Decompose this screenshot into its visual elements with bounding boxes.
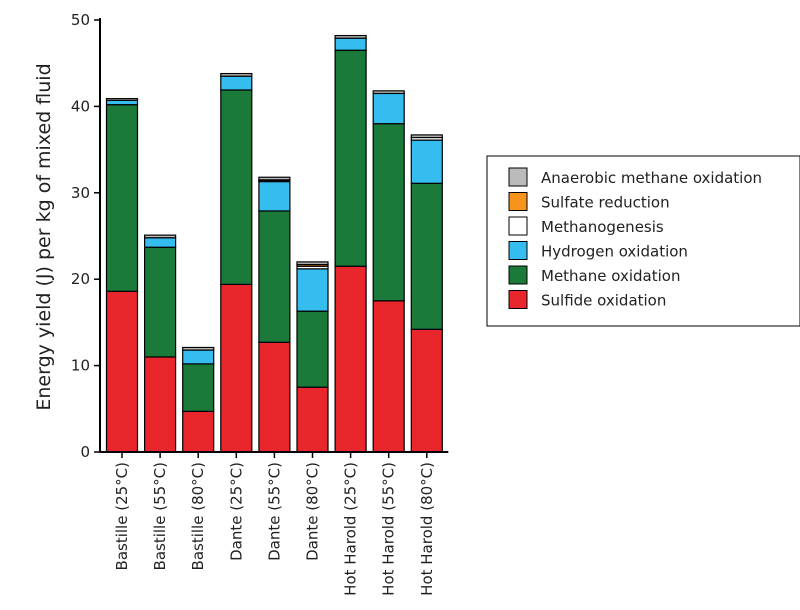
bar-hydrogen-oxidation-bastille-80-c <box>182 349 215 365</box>
bar-hydrogen-oxidation-dante-25-c <box>220 75 253 91</box>
bar-methane-oxidation-dante-80-c <box>296 310 329 388</box>
legend-label-methanogenesis: Methanogenesis <box>541 218 664 236</box>
y-tick-label: 0 <box>80 443 90 461</box>
bar-sulfide-oxidation-hot-harold-55-c <box>372 300 405 453</box>
bar-methane-oxidation-bastille-80-c <box>182 363 215 412</box>
x-tick-label: Bastille (25°C) <box>113 462 131 570</box>
bar-hydrogen-oxidation-bastille-25-c <box>105 99 139 106</box>
bar-sulfide-oxidation-bastille-80-c <box>182 410 215 453</box>
bar-hydrogen-oxidation-hot-harold-80-c <box>410 139 443 184</box>
bar-anaerobic-methane-oxidation-bastille-80-c <box>182 346 215 351</box>
bar-hydrogen-oxidation-hot-harold-55-c <box>372 92 405 125</box>
bar-methane-oxidation-bastille-55-c <box>144 246 177 358</box>
bars-group <box>105 34 443 453</box>
bar-sulfide-oxidation-dante-80-c <box>296 386 329 453</box>
legend: Anaerobic methane oxidation Sulfate reduc… <box>486 155 800 327</box>
x-tick-label: Bastille (55°C) <box>151 462 169 570</box>
legend-swatch-sulfate-reduction <box>508 192 528 211</box>
legend-swatch-anaerobic-methane-oxidation <box>508 167 528 187</box>
legend-swatch-sulfide-oxidation <box>508 290 528 309</box>
bar-methane-oxidation-dante-55-c <box>258 210 291 343</box>
bar-anaerobic-methane-oxidation-dante-25-c <box>220 72 253 77</box>
bar-sulfide-oxidation-dante-25-c <box>220 283 253 453</box>
x-tick-label: Dante (55°C) <box>265 462 283 561</box>
bar-sulfide-oxidation-bastille-25-c <box>105 290 139 453</box>
bar-sulfide-oxidation-dante-55-c <box>258 341 291 453</box>
bar-methane-oxidation-hot-harold-55-c <box>372 123 405 302</box>
bar-hydrogen-oxidation-dante-80-c <box>296 268 329 312</box>
bar-sulfide-oxidation-bastille-55-c <box>144 356 177 453</box>
bar-anaerobic-methane-oxidation-bastille-25-c <box>105 98 139 101</box>
bar-anaerobic-methane-oxidation-hot-harold-55-c <box>372 90 405 95</box>
y-tick-label: 30 <box>71 184 90 202</box>
legend-swatch-methanogenesis <box>508 216 528 236</box>
legend-swatch-hydrogen-oxidation <box>508 241 528 260</box>
legend-label-sulfate-reduction: Sulfate reduction <box>541 194 670 212</box>
legend-label-anaerobic-methane-oxidation: Anaerobic methane oxidation <box>541 169 762 187</box>
legend-label-sulfide-oxidation: Sulfide oxidation <box>541 292 666 310</box>
x-tick-label: Hot Harold (25°C) <box>342 462 360 596</box>
bar-methane-oxidation-hot-harold-25-c <box>334 49 367 267</box>
bar-hydrogen-oxidation-bastille-55-c <box>144 237 177 248</box>
axes-group: Bastille (25°C) Bastille (55°C) Bastille (… <box>71 11 449 596</box>
bar-anaerobic-methane-oxidation-dante-55-c <box>258 176 291 181</box>
x-tick-label: Hot Harold (55°C) <box>380 462 398 596</box>
y-tick-label: 20 <box>71 270 90 288</box>
y-axis-title: Energy yield (J) per kg of mixed fluid <box>33 63 55 410</box>
bar-methane-oxidation-hot-harold-80-c <box>410 182 443 330</box>
x-tick-label: Bastille (80°C) <box>189 462 207 570</box>
bar-sulfide-oxidation-hot-harold-80-c <box>410 328 443 453</box>
legend-frame <box>486 155 800 327</box>
legend-label-methane-oxidation: Methane oxidation <box>541 267 680 285</box>
bar-methane-oxidation-dante-25-c <box>220 89 253 285</box>
legend-label-hydrogen-oxidation: Hydrogen oxidation <box>541 243 688 261</box>
y-tick-label: 10 <box>71 357 90 375</box>
bar-hydrogen-oxidation-hot-harold-25-c <box>334 37 367 51</box>
y-tick-label: 50 <box>71 11 90 29</box>
bar-anaerobic-methane-oxidation-hot-harold-80-c <box>410 134 443 139</box>
bar-anaerobic-methane-oxidation-hot-harold-25-c <box>334 34 367 39</box>
bar-hydrogen-oxidation-dante-55-c <box>258 180 291 212</box>
legend-swatch-methane-oxidation <box>508 265 528 285</box>
bar-anaerobic-methane-oxidation-dante-80-c <box>296 261 329 266</box>
x-tick-label: Hot Harold (80°C) <box>418 462 436 596</box>
bar-sulfide-oxidation-hot-harold-25-c <box>334 265 367 453</box>
x-tick-label: Dante (80°C) <box>304 462 322 561</box>
bar-anaerobic-methane-oxidation-bastille-55-c <box>144 234 177 239</box>
y-tick-label: 40 <box>71 97 90 115</box>
bar-methane-oxidation-bastille-25-c <box>105 104 139 292</box>
x-tick-label: Dante (25°C) <box>227 462 245 561</box>
